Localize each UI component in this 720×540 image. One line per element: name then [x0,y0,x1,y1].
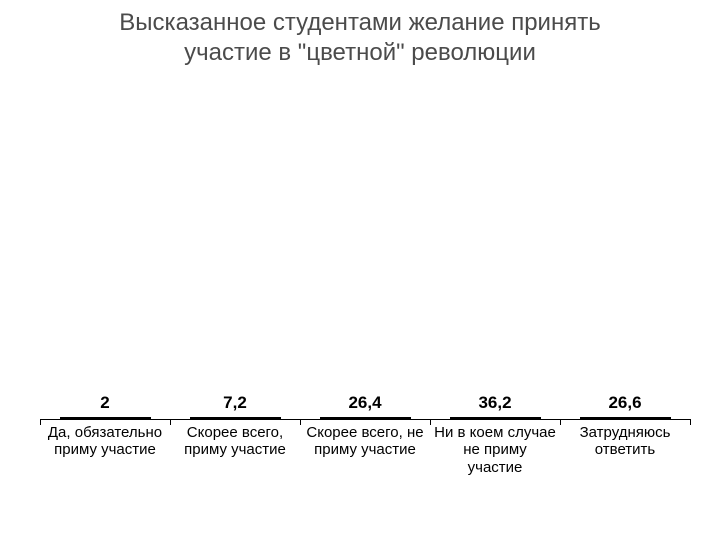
bar-value-label: 26,6 [608,393,641,413]
category-labels: Да, обязательно приму участиеСкорее всег… [40,420,690,500]
bar-value-label: 36,2 [478,393,511,413]
chart-title-line2: участие в "цветной" революции [184,39,536,66]
bar-slot: 36,2 [430,393,560,419]
category-label: Да, обязательно приму участие [40,420,170,500]
axis-tick [690,419,691,425]
bar-value-label: 2 [100,393,109,413]
bar-slot: 26,4 [300,393,430,419]
chart-area: 2 7,2 26,4 36,2 26,6 Да, обязательно приму у… [40,90,690,500]
chart-title-line1: Высказанное студентами желание принять [119,9,600,36]
bar-value-label: 26,4 [348,393,381,413]
category-label: Скорее всего, не приму участие [300,420,430,500]
bar-slot: 7,2 [170,393,300,419]
bar-rect [190,417,281,419]
bar-value-label: 7,2 [223,393,247,413]
bar-rect [580,417,671,419]
category-label: Затрудняюсь ответить [560,420,690,500]
page-root: Высказанное студентами желание принять у… [0,0,720,540]
bars-container: 2 7,2 26,4 36,2 26,6 [40,90,690,419]
plot-region: 2 7,2 26,4 36,2 26,6 [40,90,690,420]
chart-title: Высказанное студентами желание принять у… [0,0,720,68]
bar-rect [450,417,541,419]
bar-slot: 26,6 [560,393,690,419]
bar-rect [320,417,411,419]
bar-rect [60,417,151,419]
bar-slot: 2 [40,393,170,419]
category-label: Ни в коем случае не приму участие [430,420,560,500]
category-label: Скорее всего, приму участие [170,420,300,500]
